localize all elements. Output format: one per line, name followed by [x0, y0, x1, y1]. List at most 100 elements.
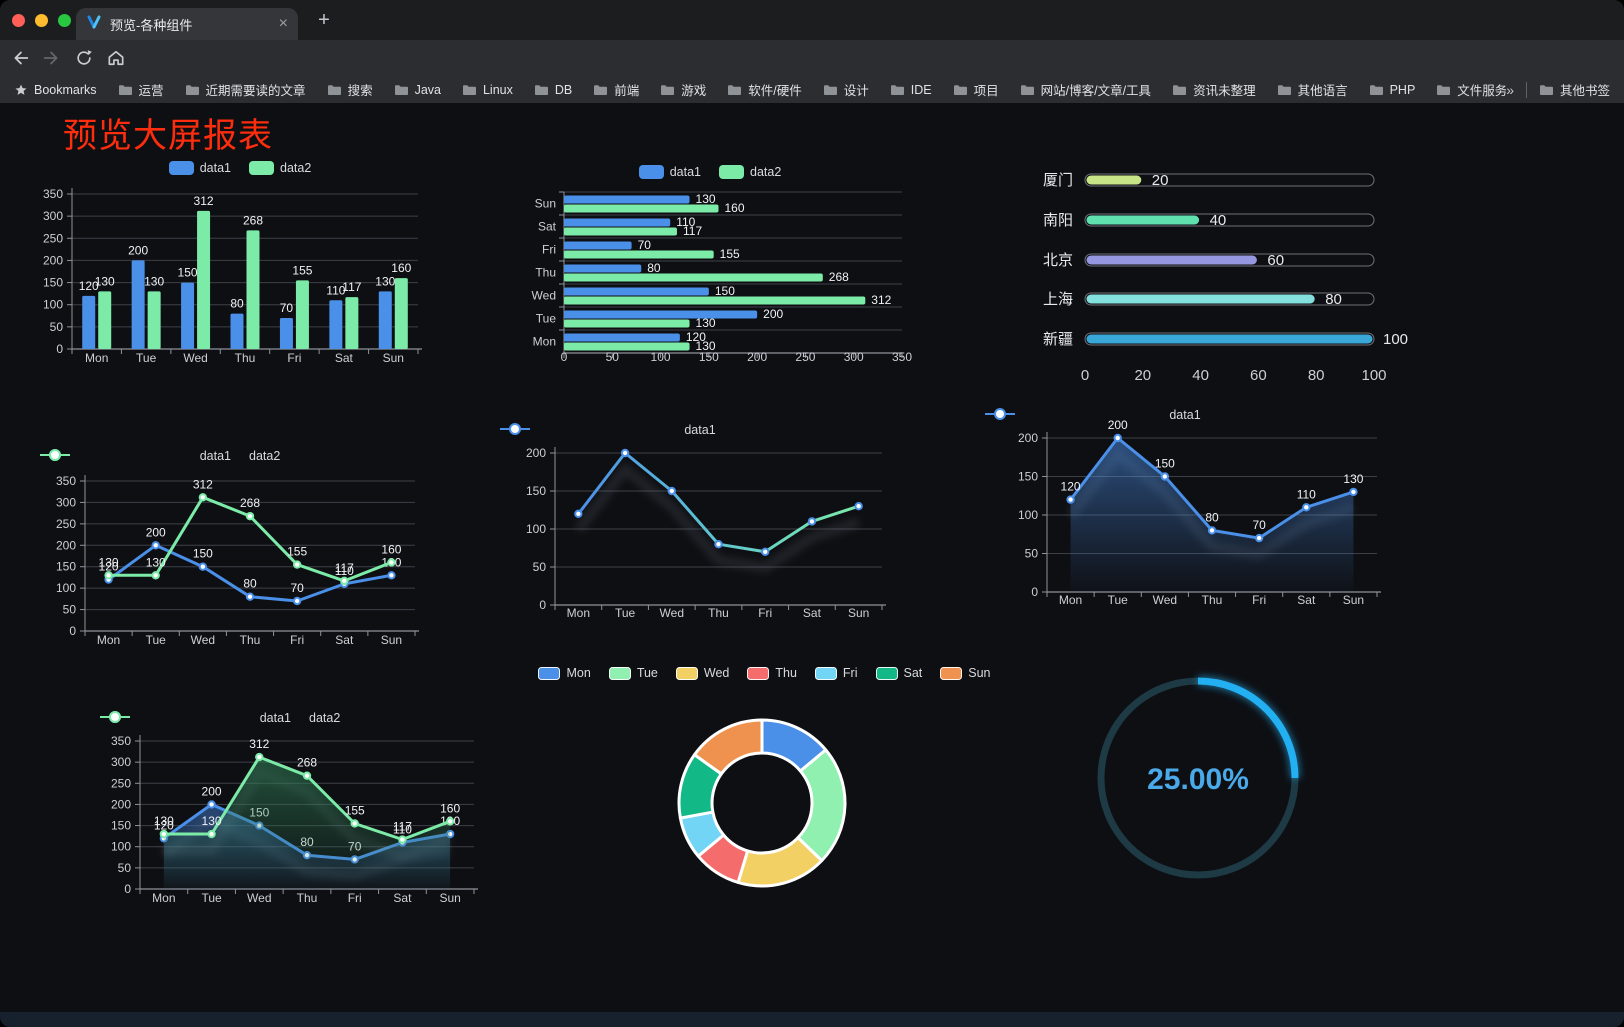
bookmark-folder[interactable]: 近期需要读的文章 [185, 80, 306, 99]
legend-item-sun[interactable]: Sun [940, 666, 991, 680]
legend-item-mon[interactable]: Mon [538, 666, 591, 680]
bookmark-folder[interactable]: 软件/硬件 [727, 80, 802, 99]
svg-text:120: 120 [79, 279, 99, 293]
chart-line-gradient[interactable]: 0 50 100 150 200 Mon Tue Wed Thu Fri Sat Sun data1 [500, 400, 900, 635]
legend-item-data2[interactable]: data2 [100, 711, 340, 725]
bookmark-folder[interactable]: Java [394, 80, 441, 99]
legend-item-data2[interactable]: data2 [719, 165, 781, 179]
svg-text:0: 0 [1031, 585, 1038, 599]
bookmark-folder[interactable]: 资讯未整理 [1172, 80, 1256, 99]
folder-icon [1437, 84, 1451, 95]
chart-canvas-line-gradient[interactable]: 0 50 100 150 200 Mon Tue Wed Thu Fri Sat Sun [500, 400, 900, 635]
svg-text:117: 117 [683, 224, 702, 238]
legend-item-data2[interactable]: data2 [249, 161, 311, 175]
bookmark-folder[interactable]: 搜索 [327, 80, 373, 99]
chart-area-two-series[interactable]: 0 50 100 150 200 250 300 350 Mon Tue Wed Thu Fri Sat S… [100, 700, 500, 920]
bookmark-folder[interactable]: DB [534, 80, 572, 99]
bookmark-folder[interactable]: 运营 [118, 80, 164, 99]
svg-text:200: 200 [1018, 431, 1038, 445]
legend-item-data2[interactable]: data2 [40, 449, 280, 463]
star-icon [15, 84, 27, 95]
back-button[interactable] [6, 44, 34, 72]
svg-text:Fri: Fri [348, 891, 362, 905]
page-title: 预览大屏报表 [63, 117, 273, 155]
legend-item-thu[interactable]: Thu [747, 666, 797, 680]
home-button[interactable] [102, 44, 130, 72]
window-close-button[interactable] [12, 14, 25, 27]
chart-canvas-donut[interactable] [562, 655, 967, 905]
chart-area-single[interactable]: 0 50 100 150 200 Mon Tue Wed Thu Fri Sat Sun 120 200 1… [985, 385, 1385, 620]
bookmark-folder[interactable]: 文件服务器 [1436, 80, 1506, 99]
folder-icon [534, 84, 548, 95]
legend-item-data1[interactable]: data1 [40, 449, 231, 463]
chart-canvas-gauge[interactable]: 25.00% [1080, 660, 1320, 900]
svg-text:Mon: Mon [152, 891, 175, 905]
svg-text:Wed: Wed [660, 606, 684, 620]
svg-text:70: 70 [1252, 518, 1266, 532]
chart-canvas-area-two[interactable]: 0 50 100 150 200 250 300 350 Mon Tue Wed Thu Fri Sat S… [100, 700, 500, 920]
bookmark-folder[interactable]: 项目 [953, 80, 999, 99]
bookmark-folder[interactable]: 网站/博客/文章/工具 [1020, 80, 1151, 99]
bookmark-folder[interactable]: 其他语言 [1277, 80, 1348, 99]
chart-canvas-line-two[interactable]: 0 50 100 150 200 250 300 350 Mon Tue Wed Thu Fri Sat S… [40, 440, 440, 662]
chart-donut-pie[interactable]: Mon Tue Wed Thu Fri Sat Sun [538, 655, 991, 905]
other-bookmarks-button[interactable]: 其他书签 [1539, 80, 1610, 99]
reload-button[interactable] [70, 44, 98, 72]
legend: data1 data2 [100, 710, 500, 726]
svg-text:130: 130 [1343, 472, 1363, 486]
chart-canvas-bar-vertical[interactable]: 0 50 100 150 200 250 300 350 Mon Tue Wed Thu Fri Sat S… [40, 150, 440, 378]
legend-item-fri[interactable]: Fri [814, 666, 858, 680]
legend-label: data1 [199, 161, 231, 175]
legend-item-data1[interactable]: data1 [638, 165, 701, 179]
svg-text:300: 300 [56, 495, 76, 509]
bookmarks-all-button[interactable]: Bookmarks [14, 83, 97, 97]
bookmark-folder[interactable]: 前端 [593, 80, 639, 99]
window-zoom-button[interactable] [58, 14, 71, 27]
browser-tab[interactable]: 预览-各种组件 × [76, 8, 298, 40]
svg-text:150: 150 [178, 266, 198, 280]
chart-gauge-ring[interactable]: 25.00% [1080, 660, 1320, 900]
bookmarks-bar: Bookmarks 运营 近期需要读的文章 搜索 Java Linux DB 前端 游戏 软件/… [0, 76, 1624, 103]
chart-progress-bars[interactable]: 厦门 20 南阳 40 北京 60 上海 80 新疆 100 0 20 40 60 80 100 [990, 150, 1420, 400]
legend-item-data1[interactable]: data1 [500, 423, 716, 437]
forward-button[interactable] [38, 44, 66, 72]
chart-canvas-area-single[interactable]: 0 50 100 150 200 Mon Tue Wed Thu Fri Sat Sun 120 200 1… [985, 385, 1385, 620]
svg-text:Sun: Sun [1343, 593, 1364, 607]
chart-canvas-progress[interactable]: 厦门 20 南阳 40 北京 60 上海 80 新疆 100 0 20 40 60 80 100 [990, 150, 1420, 400]
svg-text:250: 250 [111, 776, 131, 790]
svg-text:40: 40 [1210, 212, 1227, 229]
chart-bar-horizontal[interactable]: 0 50 100 150 200 250 300 350 Mon 120 130 Tue 200 130 W… [500, 150, 920, 378]
legend-swatch-icon [814, 666, 837, 680]
tab-close-icon[interactable]: × [278, 15, 288, 32]
svg-text:130: 130 [99, 555, 119, 569]
bookmark-folder[interactable]: 游戏 [660, 80, 706, 99]
svg-text:100: 100 [111, 840, 131, 854]
legend-item-data1[interactable]: data1 [168, 161, 231, 175]
svg-text:155: 155 [720, 247, 740, 261]
svg-text:130: 130 [154, 814, 174, 828]
legend-label: Sat [903, 666, 923, 680]
svg-text:268: 268 [297, 756, 317, 770]
window-minimize-button[interactable] [35, 14, 48, 27]
bookmark-folder[interactable]: PHP [1369, 80, 1415, 99]
chart-line-two-series[interactable]: 0 50 100 150 200 250 300 350 Mon Tue Wed Thu Fri Sat S… [40, 440, 440, 662]
legend-item-wed[interactable]: Wed [675, 666, 729, 680]
bookmark-folder[interactable]: 设计 [823, 80, 869, 99]
legend-item-data1[interactable]: data1 [100, 711, 291, 725]
legend-swatch-icon [875, 666, 898, 680]
new-tab-button[interactable]: + [318, 8, 330, 31]
bookmark-folder[interactable]: Linux [462, 80, 513, 99]
chart-bar-vertical[interactable]: 0 50 100 150 200 250 300 350 Mon Tue Wed Thu Fri Sat S… [40, 150, 440, 378]
folder-icon [1369, 84, 1383, 95]
legend-line-marker-icon [500, 423, 530, 435]
legend-item-data1[interactable]: data1 [985, 408, 1201, 422]
folder-icon [1173, 84, 1187, 95]
legend-label: data1 [259, 711, 291, 725]
bookmark-folder[interactable]: IDE [890, 80, 932, 99]
svg-text:Tue: Tue [1108, 593, 1129, 607]
svg-text:160: 160 [381, 542, 401, 556]
legend-item-tue[interactable]: Tue [608, 666, 658, 680]
bookmarks-overflow-chevron[interactable]: » [1506, 81, 1514, 98]
legend-item-sat[interactable]: Sat [875, 666, 923, 680]
